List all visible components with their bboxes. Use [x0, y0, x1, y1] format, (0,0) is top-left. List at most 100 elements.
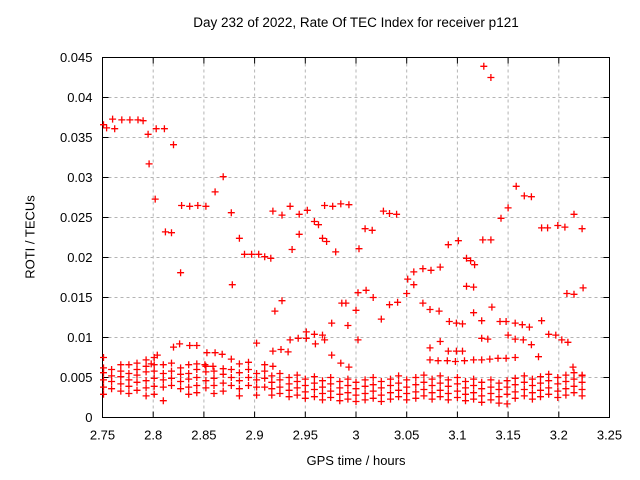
data-point	[487, 390, 495, 397]
data-point	[185, 383, 193, 391]
data-point	[436, 393, 444, 401]
data-point	[253, 376, 261, 384]
data-point	[285, 374, 293, 381]
data-point	[503, 383, 511, 391]
data-point	[336, 390, 344, 398]
data-point	[412, 381, 420, 389]
data-point	[294, 334, 302, 342]
data-point	[369, 394, 377, 402]
data-point	[219, 370, 227, 378]
data-point	[428, 375, 436, 383]
data-point	[554, 394, 562, 401]
data-point	[150, 361, 158, 369]
data-point	[377, 398, 385, 405]
x-tick-label: 3.25	[597, 428, 622, 443]
data-point	[537, 386, 544, 394]
data-point	[133, 386, 141, 394]
data-point	[168, 367, 175, 375]
data-point	[512, 182, 520, 190]
data-point	[352, 306, 360, 314]
data-point	[301, 388, 309, 396]
data-point	[194, 202, 202, 209]
data-point	[310, 373, 318, 381]
data-point	[520, 372, 528, 380]
data-point	[368, 226, 376, 234]
data-point	[361, 225, 369, 233]
gridlines	[102, 57, 610, 418]
data-point	[420, 392, 428, 400]
data-point	[478, 398, 486, 406]
data-point	[159, 383, 167, 391]
data-point	[177, 370, 185, 378]
data-point	[395, 393, 403, 401]
data-point	[108, 378, 116, 385]
data-point	[202, 202, 210, 210]
data-point	[563, 290, 571, 297]
data-point	[261, 383, 269, 391]
data-point	[203, 349, 211, 357]
data-point	[377, 378, 385, 385]
data-point	[193, 342, 201, 349]
data-point	[520, 392, 528, 400]
data-point	[503, 377, 511, 385]
data-point	[386, 301, 393, 309]
data-point	[159, 370, 167, 377]
data-point	[310, 218, 318, 225]
data-point	[345, 201, 353, 209]
data-point	[444, 390, 452, 397]
data-point	[554, 374, 562, 381]
data-point	[176, 340, 184, 348]
data-point	[269, 362, 277, 370]
data-point	[352, 378, 360, 386]
data-point	[219, 173, 227, 181]
data-point	[337, 200, 345, 208]
data-point	[452, 319, 460, 327]
data-point	[527, 193, 535, 201]
data-point	[177, 269, 185, 277]
data-point	[285, 386, 293, 394]
x-tick-label: 3	[352, 428, 359, 443]
data-point	[451, 358, 459, 365]
data-point	[497, 214, 505, 222]
data-point	[332, 248, 340, 256]
x-tick-label: 2.85	[191, 428, 216, 443]
data-point	[564, 338, 572, 346]
data-point	[276, 383, 284, 391]
data-point	[301, 382, 309, 389]
data-point	[570, 375, 578, 383]
data-point	[554, 387, 562, 395]
data-point	[527, 341, 535, 349]
data-point	[444, 376, 452, 384]
data-point	[293, 384, 301, 392]
data-point	[362, 286, 370, 294]
data-point	[286, 336, 294, 344]
data-point	[419, 265, 427, 273]
y-tick-label: 0.025	[60, 210, 93, 225]
data-point	[394, 298, 402, 306]
data-point	[495, 386, 503, 393]
data-point	[103, 124, 111, 132]
data-point	[395, 379, 403, 387]
data-point	[295, 230, 303, 238]
data-point	[329, 202, 337, 210]
data-point	[261, 367, 269, 375]
data-point	[210, 374, 218, 382]
x-axis-title-text: GPS time / hours	[306, 453, 406, 468]
data-point	[494, 354, 502, 362]
data-point	[570, 389, 578, 397]
data-point	[336, 384, 344, 392]
data-point	[117, 380, 125, 388]
data-point	[210, 390, 218, 397]
data-point	[278, 297, 286, 305]
data-point	[537, 373, 544, 381]
data-point	[126, 116, 134, 124]
data-point	[369, 294, 377, 301]
data-point	[452, 347, 460, 355]
data-point	[412, 388, 420, 396]
data-point	[160, 125, 168, 133]
data-point	[511, 381, 519, 389]
data-point	[386, 210, 393, 217]
data-point	[545, 330, 553, 338]
data-point	[284, 348, 292, 356]
